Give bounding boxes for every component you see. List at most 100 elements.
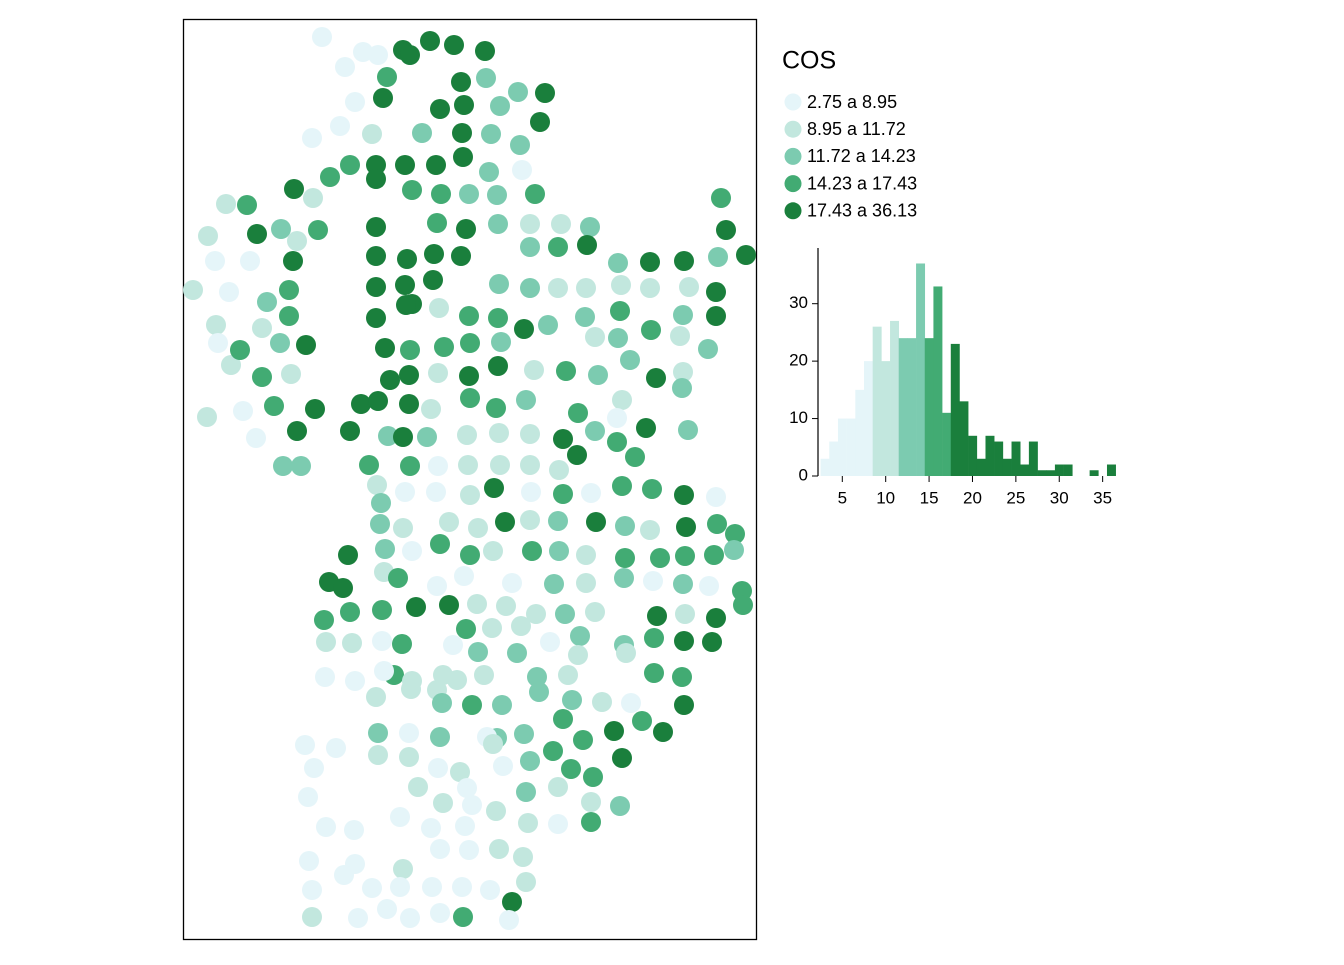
- legend-swatch: [784, 93, 802, 111]
- hist-bar: [1028, 441, 1038, 476]
- map-point: [640, 520, 660, 540]
- map-point: [443, 635, 463, 655]
- map-point: [429, 298, 449, 318]
- hist-bar: [924, 338, 934, 476]
- map-point: [610, 796, 630, 816]
- legend-swatch: [784, 175, 802, 193]
- map-point: [434, 337, 454, 357]
- map-point: [375, 338, 395, 358]
- map-point: [197, 407, 217, 427]
- x-tick-label: 15: [920, 488, 939, 507]
- map-point: [372, 600, 392, 620]
- map-point: [388, 568, 408, 588]
- map-point: [678, 420, 698, 440]
- map-point: [439, 512, 459, 532]
- hist-bar: [846, 418, 856, 476]
- map-point: [430, 99, 450, 119]
- map-point: [326, 738, 346, 758]
- map-point: [455, 816, 475, 836]
- map-point: [527, 667, 547, 687]
- map-point: [408, 777, 428, 797]
- map-point: [459, 306, 479, 326]
- map-point: [490, 96, 510, 116]
- map-point: [520, 510, 540, 530]
- hist-bar: [907, 338, 917, 476]
- map-point: [647, 606, 667, 626]
- map-point: [421, 818, 441, 838]
- map-point: [474, 665, 494, 685]
- map-point: [646, 368, 666, 388]
- map-point: [390, 807, 410, 827]
- hist-bar: [994, 441, 1004, 476]
- map-point: [585, 421, 605, 441]
- map-point: [488, 356, 508, 376]
- legend-label: 11.72 a 14.23: [807, 146, 916, 166]
- map-point: [366, 169, 386, 189]
- map-point: [454, 95, 474, 115]
- map-point: [421, 399, 441, 419]
- map-point: [208, 333, 228, 353]
- map-point: [520, 424, 540, 444]
- map-point: [467, 594, 487, 614]
- map-point: [399, 365, 419, 385]
- map-point: [641, 320, 661, 340]
- hist-bar: [863, 361, 873, 476]
- map-point: [636, 418, 656, 438]
- map-point: [374, 661, 394, 681]
- map-point: [486, 398, 506, 418]
- map-point: [271, 219, 291, 239]
- hist-bar: [916, 263, 926, 476]
- map-point: [291, 456, 311, 476]
- map-point: [378, 426, 398, 446]
- map-point: [370, 514, 390, 534]
- map-point: [610, 301, 630, 321]
- x-tick-label: 30: [1050, 488, 1069, 507]
- hist-bar: [820, 458, 830, 476]
- map-point: [371, 493, 391, 513]
- map-point: [548, 814, 568, 834]
- map-point: [607, 432, 627, 452]
- map-point: [432, 693, 452, 713]
- hist-bar: [959, 401, 969, 476]
- hist-bar: [968, 435, 978, 476]
- hist-bar: [872, 326, 882, 476]
- map-point: [392, 634, 412, 654]
- map-point: [640, 278, 660, 298]
- map-point: [479, 162, 499, 182]
- map-point: [640, 252, 660, 272]
- map-point: [257, 292, 277, 312]
- map-point: [511, 616, 531, 636]
- map-point: [580, 217, 600, 237]
- map-point: [704, 545, 724, 565]
- hist-bar: [1089, 470, 1099, 476]
- map-point: [362, 878, 382, 898]
- map-point: [486, 801, 506, 821]
- hist-bar: [985, 435, 995, 476]
- map-point: [340, 155, 360, 175]
- map-point: [320, 167, 340, 187]
- map-point: [233, 401, 253, 421]
- map-point: [312, 27, 332, 47]
- y-tick-label: 0: [799, 465, 808, 484]
- map-point: [330, 116, 350, 136]
- map-point: [581, 483, 601, 503]
- map-point: [468, 642, 488, 662]
- map-point: [555, 604, 575, 624]
- map-point: [295, 735, 315, 755]
- map-point: [460, 545, 480, 565]
- x-tick-label: 5: [838, 488, 847, 507]
- map-point: [444, 35, 464, 55]
- map-point: [452, 123, 472, 143]
- map-point: [642, 479, 662, 499]
- map-point: [520, 751, 540, 771]
- map-point: [303, 188, 323, 208]
- map-point: [499, 910, 519, 930]
- map-point: [707, 514, 727, 534]
- map-point: [399, 723, 419, 743]
- map-point: [399, 747, 419, 767]
- map-point: [674, 631, 694, 651]
- map-point: [674, 485, 694, 505]
- map-point: [608, 253, 628, 273]
- map-point: [298, 787, 318, 807]
